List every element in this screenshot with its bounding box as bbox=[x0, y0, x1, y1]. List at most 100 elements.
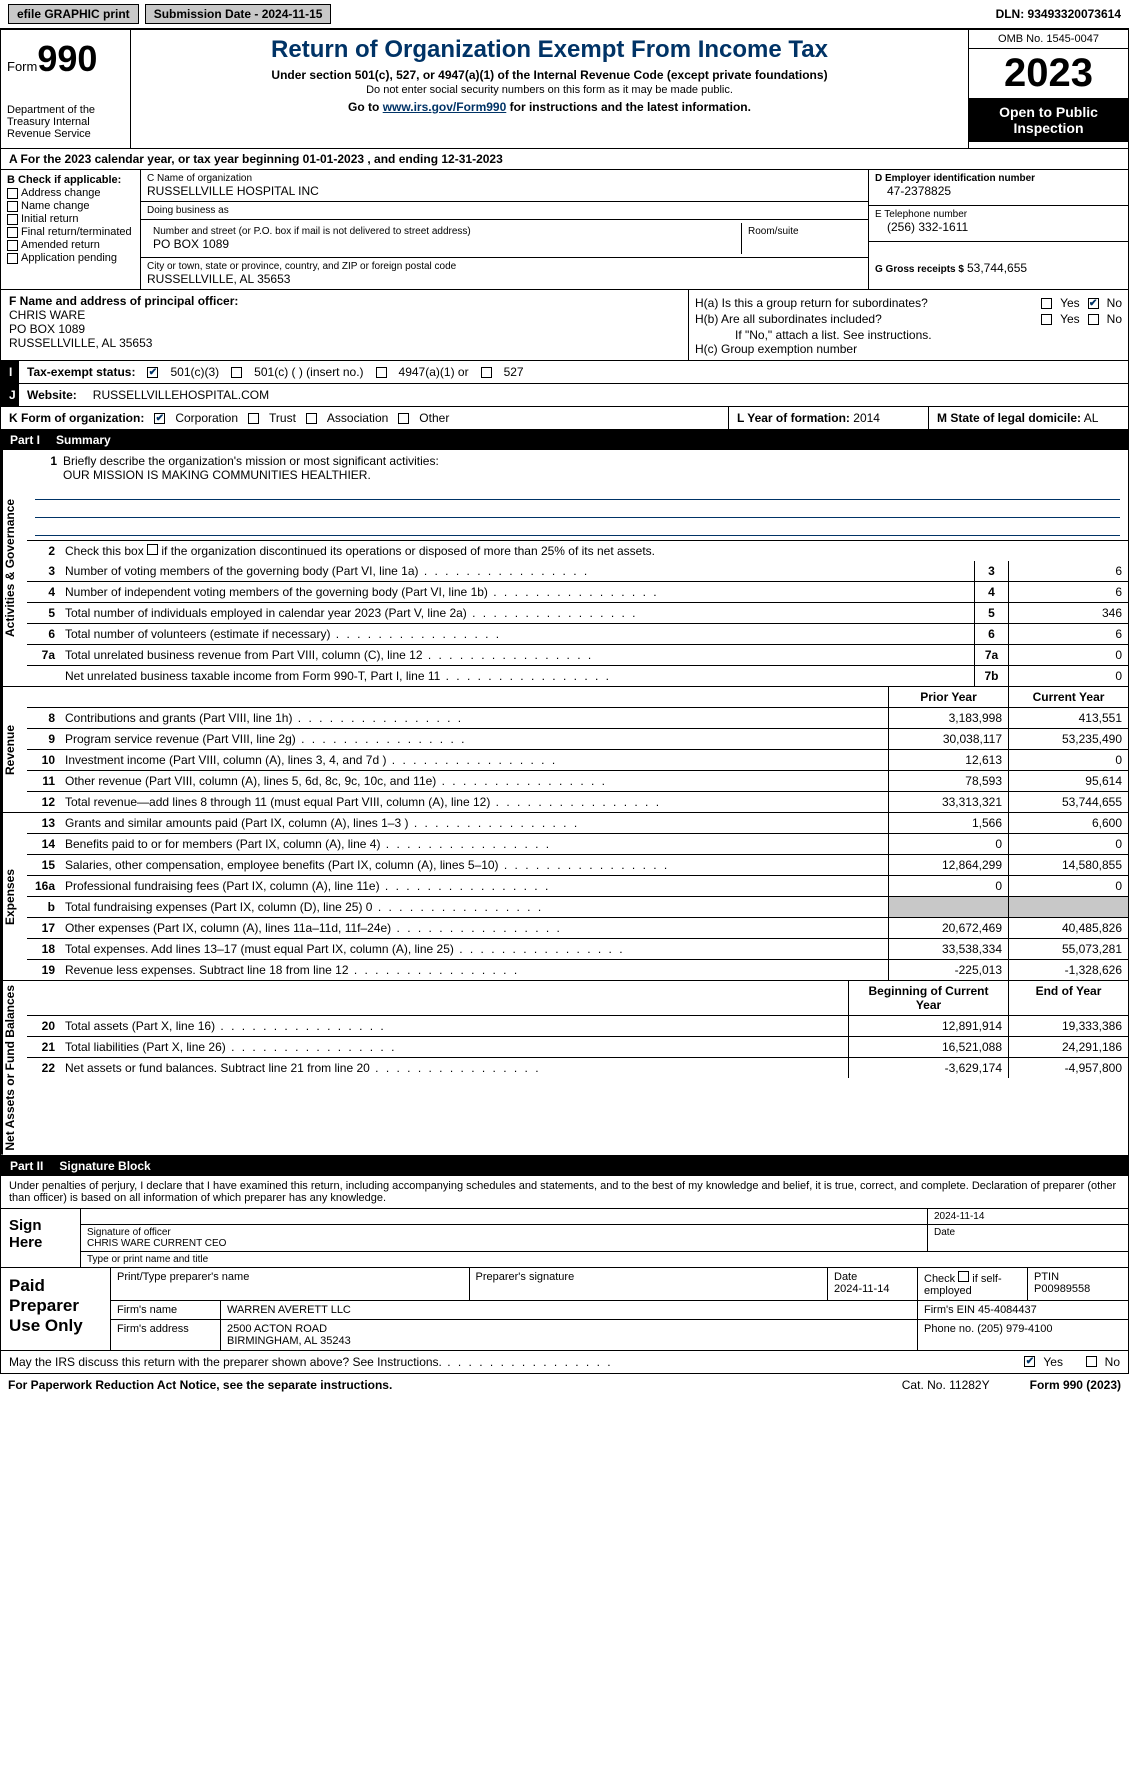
current-year-cell bbox=[1008, 897, 1128, 917]
prior-year-cell: 33,313,321 bbox=[888, 792, 1008, 812]
table-row: 12 Total revenue—add lines 8 through 11 … bbox=[27, 792, 1128, 812]
irs-link[interactable]: www.irs.gov/Form990 bbox=[383, 100, 507, 114]
yes-label: Yes bbox=[1060, 312, 1080, 326]
discontinued-checkbox[interactable] bbox=[147, 544, 158, 555]
hb-note: If "No," attach a list. See instructions… bbox=[695, 328, 1122, 342]
phone-label: E Telephone number bbox=[875, 209, 1122, 220]
cat-number: Cat. No. 11282Y bbox=[902, 1378, 990, 1392]
line5-text: Total number of individuals employed in … bbox=[61, 603, 974, 623]
other-label: Other bbox=[419, 411, 449, 425]
discuss-question: May the IRS discuss this return with the… bbox=[9, 1355, 1024, 1369]
hb-question: H(b) Are all subordinates included? bbox=[695, 312, 1041, 326]
gross-receipts-label: G Gross receipts $ bbox=[875, 264, 964, 275]
firm-ein-label: Firm's EIN bbox=[924, 1304, 975, 1316]
tax-year: 2023 bbox=[969, 49, 1128, 98]
type-print-label: Type or print name and title bbox=[81, 1252, 1128, 1267]
ha-question: H(a) Is this a group return for subordin… bbox=[695, 296, 1041, 310]
form-title: Return of Organization Exempt From Incom… bbox=[141, 36, 958, 64]
line-text: Benefits paid to or for members (Part IX… bbox=[61, 834, 888, 854]
table-row: 8 Contributions and grants (Part VIII, l… bbox=[27, 708, 1128, 729]
4947-label: 4947(a)(1) or bbox=[399, 365, 469, 379]
line3-text: Number of voting members of the governin… bbox=[61, 561, 974, 581]
address-change-checkbox[interactable] bbox=[7, 188, 18, 199]
submission-date-button[interactable]: Submission Date - 2024-11-15 bbox=[145, 4, 332, 24]
line-text: Contributions and grants (Part VIII, lin… bbox=[61, 708, 888, 728]
officer-label: F Name and address of principal officer: bbox=[9, 294, 680, 308]
part1-title: Summary bbox=[56, 433, 111, 447]
line-num: 13 bbox=[27, 813, 61, 833]
line7b-num bbox=[27, 666, 61, 686]
yes-label: Yes bbox=[1043, 1355, 1063, 1369]
application-pending-label: Application pending bbox=[21, 252, 117, 264]
corporation-checkbox[interactable] bbox=[154, 413, 165, 424]
beg-year-header: Beginning of Current Year bbox=[848, 981, 1008, 1015]
current-year-cell: 0 bbox=[1008, 834, 1128, 854]
application-pending-checkbox[interactable] bbox=[7, 253, 18, 264]
phone-value: (256) 332-1611 bbox=[875, 220, 1122, 234]
line6-text: Total number of volunteers (estimate if … bbox=[61, 624, 974, 644]
line4-ref: 4 bbox=[974, 582, 1008, 602]
501c3-checkbox[interactable] bbox=[147, 367, 158, 378]
prior-year-header: Prior Year bbox=[888, 687, 1008, 707]
line-num: 8 bbox=[27, 708, 61, 728]
no-label: No bbox=[1107, 296, 1122, 310]
hb-no-checkbox[interactable] bbox=[1088, 314, 1099, 325]
initial-return-label: Initial return bbox=[21, 213, 78, 225]
name-change-checkbox[interactable] bbox=[7, 201, 18, 212]
mission-label: Briefly describe the organization's miss… bbox=[63, 454, 439, 468]
other-checkbox[interactable] bbox=[398, 413, 409, 424]
discuss-row: May the IRS discuss this return with the… bbox=[0, 1351, 1129, 1374]
firm-name-label: Firm's name bbox=[111, 1301, 221, 1319]
discuss-no-checkbox[interactable] bbox=[1086, 1356, 1097, 1367]
527-checkbox[interactable] bbox=[481, 367, 492, 378]
association-checkbox[interactable] bbox=[306, 413, 317, 424]
prior-year-cell: 30,038,117 bbox=[888, 729, 1008, 749]
self-employed-checkbox[interactable] bbox=[958, 1271, 969, 1282]
501c-checkbox[interactable] bbox=[231, 367, 242, 378]
website-label: Website: bbox=[27, 388, 77, 402]
netassets-section: Net Assets or Fund Balances Beginning of… bbox=[0, 981, 1129, 1156]
row-i: I Tax-exempt status: 501(c)(3) 501(c) ( … bbox=[0, 361, 1129, 384]
expenses-tab: Expenses bbox=[1, 813, 27, 980]
line-text: Revenue less expenses. Subtract line 18 … bbox=[61, 960, 888, 980]
section-bcd: B Check if applicable: Address change Na… bbox=[0, 170, 1129, 290]
table-row: 13 Grants and similar amounts paid (Part… bbox=[27, 813, 1128, 834]
final-return-checkbox[interactable] bbox=[7, 227, 18, 238]
org-name-label: C Name of organization bbox=[147, 173, 862, 184]
address-value: PO BOX 1089 bbox=[153, 237, 735, 251]
line-num: 16a bbox=[27, 876, 61, 896]
public-inspection-badge: Open to Public Inspection bbox=[969, 98, 1128, 142]
prior-year-cell: 12,891,914 bbox=[848, 1016, 1008, 1036]
table-row: 11 Other revenue (Part VIII, column (A),… bbox=[27, 771, 1128, 792]
hc-question: H(c) Group exemption number bbox=[695, 342, 1122, 356]
prior-year-cell: 3,183,998 bbox=[888, 708, 1008, 728]
ptin-header: PTIN bbox=[1034, 1271, 1122, 1283]
ha-yes-checkbox[interactable] bbox=[1041, 298, 1052, 309]
sign-here-block: Sign Here 2024-11-14 Signature of office… bbox=[0, 1209, 1129, 1268]
discuss-yes-checkbox[interactable] bbox=[1024, 1356, 1035, 1367]
revenue-section: Revenue Prior YearCurrent Year 8 Contrib… bbox=[0, 687, 1129, 813]
current-year-cell: 55,073,281 bbox=[1008, 939, 1128, 959]
column-c: C Name of organizationRUSSELLVILLE HOSPI… bbox=[141, 170, 868, 289]
line6-ref: 6 bbox=[974, 624, 1008, 644]
4947-checkbox[interactable] bbox=[376, 367, 387, 378]
form-number: Form990 bbox=[7, 38, 124, 80]
amended-return-checkbox[interactable] bbox=[7, 240, 18, 251]
line-text: Total fundraising expenses (Part IX, col… bbox=[61, 897, 888, 917]
section-fh: F Name and address of principal officer:… bbox=[0, 290, 1129, 361]
ha-no-checkbox[interactable] bbox=[1088, 298, 1099, 309]
hb-yes-checkbox[interactable] bbox=[1041, 314, 1052, 325]
ein-value: 47-2378825 bbox=[875, 184, 1122, 198]
efile-print-button[interactable]: efile GRAPHIC print bbox=[8, 4, 139, 24]
current-year-cell: 14,580,855 bbox=[1008, 855, 1128, 875]
address-change-label: Address change bbox=[21, 187, 101, 199]
initial-return-checkbox[interactable] bbox=[7, 214, 18, 225]
ptin-value: P00989558 bbox=[1034, 1283, 1122, 1295]
column-h: H(a) Is this a group return for subordin… bbox=[688, 290, 1128, 360]
table-row: 22 Net assets or fund balances. Subtract… bbox=[27, 1058, 1128, 1078]
table-row: 15 Salaries, other compensation, employe… bbox=[27, 855, 1128, 876]
part2-number: Part II bbox=[10, 1159, 43, 1173]
footer: For Paperwork Reduction Act Notice, see … bbox=[0, 1374, 1129, 1396]
governance-tab: Activities & Governance bbox=[1, 450, 27, 686]
trust-checkbox[interactable] bbox=[248, 413, 259, 424]
